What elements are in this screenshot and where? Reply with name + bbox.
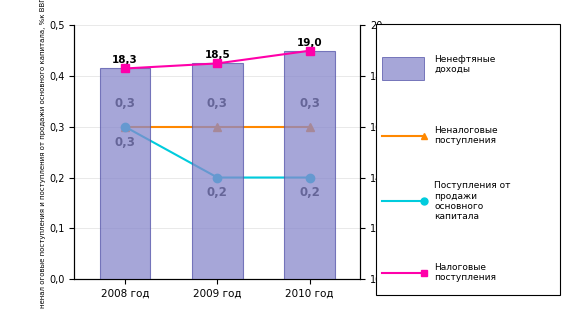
Text: Ненефтяные
доходы: Ненефтяные доходы: [434, 55, 495, 74]
Text: Неналоговые
поступления: Неналоговые поступления: [434, 126, 498, 146]
FancyBboxPatch shape: [376, 24, 561, 295]
Text: 0,2: 0,2: [207, 186, 228, 199]
FancyBboxPatch shape: [382, 57, 424, 80]
Y-axis label: ненал оговые поступления и поступления от продажи основного капитала, %к ВВП: ненал оговые поступления и поступления о…: [41, 0, 46, 308]
Bar: [284, 51, 335, 317]
Bar: [100, 68, 150, 317]
Text: Налоговые
поступления: Налоговые поступления: [434, 263, 496, 282]
Bar: [192, 63, 243, 317]
Text: 0,3: 0,3: [299, 97, 320, 111]
Text: 0,3: 0,3: [114, 135, 136, 149]
Text: 18,3: 18,3: [112, 55, 138, 65]
Text: 0,2: 0,2: [299, 186, 320, 199]
Text: 18,5: 18,5: [204, 50, 231, 60]
Text: 0,3: 0,3: [207, 97, 228, 111]
Text: 0,3: 0,3: [114, 97, 136, 111]
Text: 19,0: 19,0: [297, 38, 323, 48]
Y-axis label: ненефтяные поступления и налоговые поступления, % к ВВП: ненефтяные поступления и налоговые посту…: [385, 38, 391, 266]
Text: Поступления от
продажи
основного
капитала: Поступления от продажи основного капитал…: [434, 181, 511, 221]
